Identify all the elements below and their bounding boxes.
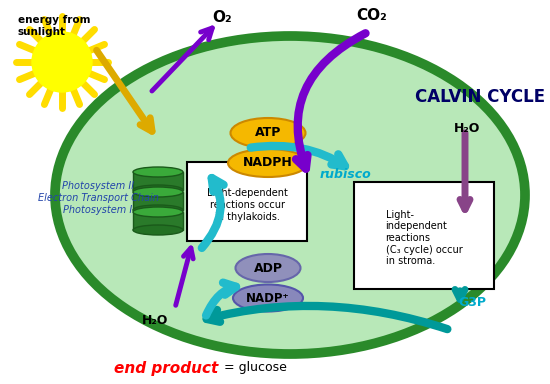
Text: Photosystem II
Electron Transport Chain
Photosystem I: Photosystem II Electron Transport Chain …: [37, 181, 158, 215]
Text: end product: end product: [114, 361, 218, 376]
Bar: [133, 192, 183, 210]
Text: G3P: G3P: [458, 296, 486, 308]
Text: H₂O: H₂O: [142, 313, 168, 326]
Ellipse shape: [133, 205, 183, 215]
FancyBboxPatch shape: [187, 162, 307, 241]
Text: = glucose: = glucose: [220, 361, 287, 374]
Text: CO₂: CO₂: [356, 8, 387, 23]
Ellipse shape: [228, 149, 308, 177]
Text: NADP⁺: NADP⁺: [246, 291, 290, 305]
Ellipse shape: [230, 118, 305, 148]
Bar: [133, 172, 183, 190]
Ellipse shape: [133, 167, 183, 177]
FancyBboxPatch shape: [354, 182, 494, 289]
Ellipse shape: [55, 36, 525, 354]
Ellipse shape: [133, 207, 183, 217]
Text: O₂: O₂: [212, 10, 232, 25]
Text: Light-
independent
reactions
(C₃ cycle) occur
in stroma.: Light- independent reactions (C₃ cycle) …: [386, 210, 463, 266]
Ellipse shape: [133, 187, 183, 197]
Bar: [133, 212, 183, 230]
Text: NADPH: NADPH: [243, 157, 293, 169]
Text: CALVIN CYCLE: CALVIN CYCLE: [415, 88, 545, 106]
Text: ADP: ADP: [254, 262, 283, 275]
Text: ATP: ATP: [255, 126, 281, 139]
Text: energy from
sunlight: energy from sunlight: [18, 15, 91, 36]
Ellipse shape: [235, 254, 300, 282]
Text: Light-dependent
reactions occur
in thylakoids.: Light-dependent reactions occur in thyla…: [207, 189, 288, 222]
Ellipse shape: [133, 225, 183, 235]
Text: H₂O: H₂O: [454, 122, 480, 135]
Ellipse shape: [133, 185, 183, 195]
Text: rubisco: rubisco: [320, 167, 372, 180]
Ellipse shape: [233, 285, 303, 311]
Circle shape: [32, 32, 92, 92]
